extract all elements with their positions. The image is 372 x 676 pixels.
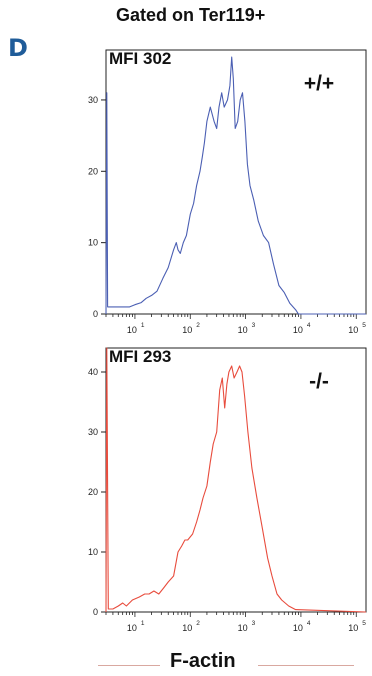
x-tick-label: 10	[348, 325, 358, 335]
x-tick-label: 10	[182, 325, 192, 335]
x-tick-label: 10	[127, 623, 137, 633]
x-tick-label: 10	[238, 623, 248, 633]
panel-letter: D	[8, 34, 28, 62]
x-tick-exponent: 1	[141, 322, 145, 329]
x-tick-exponent: 2	[196, 620, 200, 627]
x-title-rule-right	[258, 665, 354, 666]
histogram-line	[105, 347, 367, 613]
x-tick-exponent: 5	[362, 620, 366, 627]
x-tick-label: 10	[293, 325, 303, 335]
y-tick-label: 20	[88, 487, 98, 497]
histogram-panel-wildtype: 0 10 20 30 10 1 10 2 10 3 10 4 10 5 MFI 302 +/+	[88, 49, 367, 335]
x-tick-label: 10	[127, 325, 137, 335]
genotype-label: +/+	[304, 72, 334, 95]
y-tick-label: 40	[88, 367, 98, 377]
x-tick-label: 10	[182, 623, 192, 633]
x-tick-label: 10	[238, 325, 248, 335]
x-tick-exponent: 4	[307, 620, 311, 627]
x-tick-exponent: 1	[141, 620, 145, 627]
x-tick-exponent: 4	[307, 322, 311, 329]
x-tick-label: 10	[293, 623, 303, 633]
y-tick-label: 10	[88, 238, 98, 248]
mfi-label: MFI 293	[109, 347, 171, 366]
x-title-rule-left	[98, 665, 160, 666]
x-axis-title: F-actin	[170, 650, 236, 672]
y-tick-label: 0	[93, 309, 98, 319]
y-tick-label: 30	[88, 95, 98, 105]
figure-title: Gated on Ter119+	[116, 5, 266, 25]
y-tick-label: 20	[88, 166, 98, 176]
histogram-line	[105, 56, 366, 315]
y-tick-label: 0	[93, 607, 98, 617]
x-tick-exponent: 2	[196, 322, 200, 329]
mfi-label: MFI 302	[109, 49, 171, 68]
histogram-panel-knockout: 0 10 20 30 40 10 1 10 2 10 3 10 4 10 5 MFI 293 -/-	[88, 347, 367, 633]
genotype-label: -/-	[309, 370, 329, 393]
x-tick-exponent: 3	[252, 322, 256, 329]
x-tick-label: 10	[348, 623, 358, 633]
x-tick-exponent: 3	[252, 620, 256, 627]
y-tick-label: 30	[88, 427, 98, 437]
y-tick-label: 10	[88, 547, 98, 557]
x-tick-exponent: 5	[362, 322, 366, 329]
